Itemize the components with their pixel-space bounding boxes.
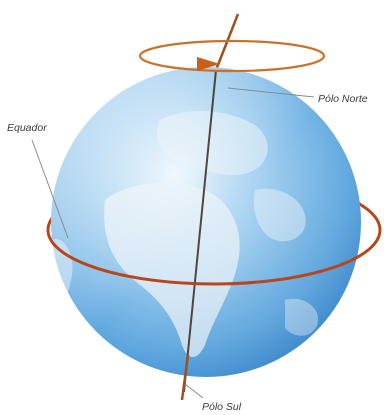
north-pole-label: Pólo Norte: [318, 93, 368, 105]
rotation-axis-bottom: [180, 354, 190, 401]
rotation-arrowhead: [197, 57, 220, 71]
rotation-axis: [183, 69, 217, 393]
globe-shine: [51, 67, 361, 377]
south-pole-leader: [184, 383, 204, 399]
south-pole-label: Pólo Sul: [202, 401, 242, 413]
equator-leader: [31, 139, 69, 239]
equator-label: Equador: [7, 122, 47, 134]
equator-ring-front: [46, 229, 382, 286]
earth-globe-icon: [51, 67, 361, 377]
north-pole-leader: [227, 87, 315, 98]
rotation-arrow-icon: [138, 39, 326, 73]
rotation-ellipse: [138, 39, 326, 73]
